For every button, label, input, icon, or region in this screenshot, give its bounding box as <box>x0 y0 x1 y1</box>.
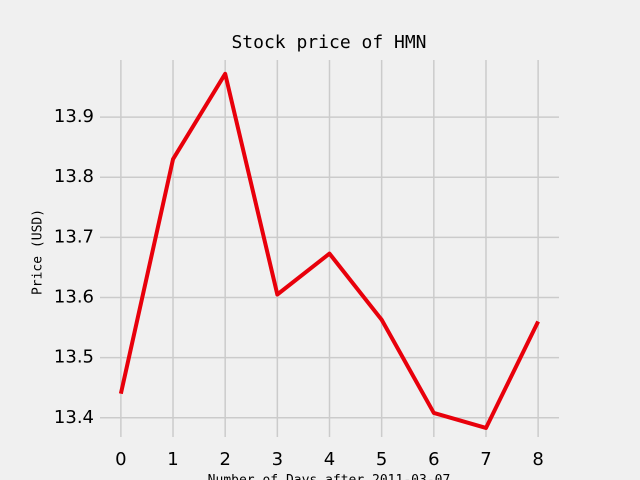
y-axis-label: Price (USD) <box>31 209 46 295</box>
y-tick-label: 13.5 <box>54 347 94 368</box>
x-tick-label: 6 <box>428 449 439 470</box>
x-tick-label: 7 <box>480 449 491 470</box>
x-tick-label: 0 <box>115 449 126 470</box>
x-tick-label: 5 <box>376 449 387 470</box>
x-axis-label: Number of Days after 2011-03-07 <box>208 473 451 480</box>
x-tick-label: 1 <box>167 449 178 470</box>
y-tick-label: 13.7 <box>54 226 94 247</box>
y-tick-label: 13.9 <box>54 106 94 127</box>
x-tick-label: 4 <box>324 449 335 470</box>
line-series <box>118 71 540 430</box>
x-tick-label: 3 <box>272 449 283 470</box>
y-tick-label: 13.4 <box>54 407 94 428</box>
chart-title: Stock price of HMN <box>231 32 426 53</box>
x-tick-label: 2 <box>219 449 230 470</box>
x-tick-label: 8 <box>532 449 543 470</box>
y-tick-label: 13.6 <box>54 287 94 308</box>
y-tick-label: 13.8 <box>54 166 94 187</box>
